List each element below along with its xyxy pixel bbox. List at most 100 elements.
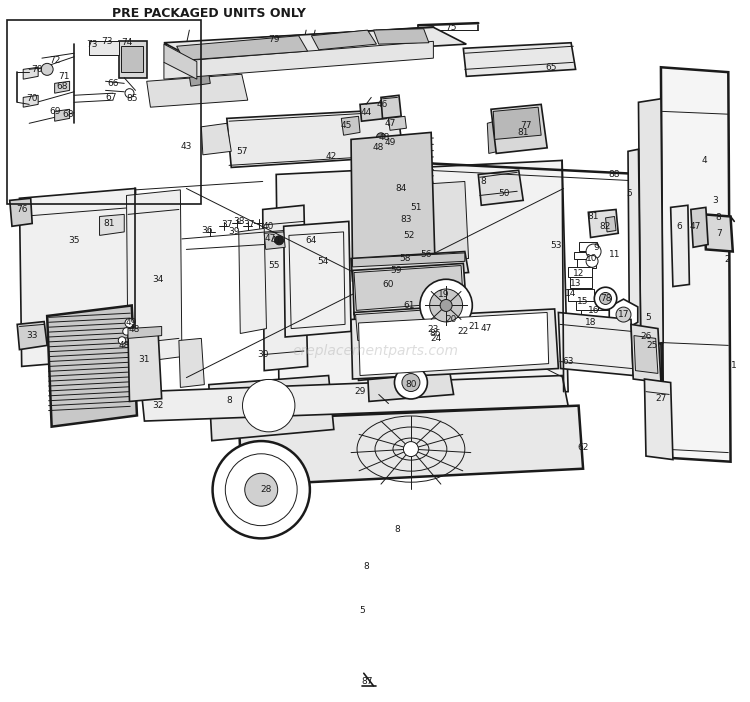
Bar: [7, 20, 201, 204]
Text: 62: 62: [578, 443, 589, 452]
Text: 68: 68: [62, 110, 74, 119]
Text: 55: 55: [268, 261, 280, 270]
Polygon shape: [491, 105, 548, 154]
Polygon shape: [670, 205, 689, 286]
Text: 77: 77: [520, 121, 532, 130]
Text: 45: 45: [340, 121, 352, 130]
Polygon shape: [354, 305, 466, 345]
Text: 76: 76: [16, 205, 28, 214]
Text: 14: 14: [566, 289, 577, 298]
Text: 8: 8: [715, 213, 721, 223]
Circle shape: [244, 473, 278, 506]
Text: 53: 53: [550, 241, 562, 251]
Polygon shape: [691, 207, 708, 247]
Text: 33: 33: [26, 331, 38, 340]
Text: 81: 81: [104, 219, 115, 228]
Polygon shape: [352, 253, 465, 267]
Text: 74: 74: [121, 38, 132, 47]
Text: 52: 52: [403, 231, 414, 240]
Text: 66: 66: [107, 79, 118, 88]
Polygon shape: [388, 117, 406, 131]
Text: 35: 35: [68, 236, 80, 245]
Text: 68: 68: [56, 81, 68, 91]
Polygon shape: [580, 310, 609, 322]
Polygon shape: [55, 110, 70, 121]
Polygon shape: [381, 95, 401, 119]
Polygon shape: [631, 324, 661, 383]
Text: 61: 61: [403, 301, 415, 310]
Polygon shape: [100, 214, 124, 235]
Text: 11: 11: [609, 250, 620, 259]
Polygon shape: [575, 300, 598, 310]
Text: 60: 60: [382, 280, 394, 289]
Text: 56: 56: [420, 250, 432, 259]
Text: 21: 21: [468, 322, 479, 331]
Text: 72: 72: [49, 55, 60, 65]
Text: 1: 1: [731, 361, 737, 369]
Polygon shape: [351, 309, 559, 379]
Circle shape: [440, 300, 452, 312]
Text: 40: 40: [263, 222, 274, 231]
Polygon shape: [354, 265, 464, 310]
Polygon shape: [358, 312, 549, 376]
Polygon shape: [704, 214, 733, 251]
Circle shape: [586, 256, 598, 267]
Text: 48: 48: [128, 326, 140, 334]
Text: 42: 42: [326, 152, 338, 161]
Polygon shape: [578, 242, 597, 251]
Text: 15: 15: [578, 298, 589, 307]
Polygon shape: [238, 228, 266, 333]
Text: 18: 18: [585, 319, 596, 327]
Polygon shape: [356, 307, 464, 340]
Polygon shape: [661, 67, 730, 462]
Text: 39: 39: [229, 227, 240, 237]
Circle shape: [404, 442, 418, 456]
Polygon shape: [89, 41, 119, 55]
Polygon shape: [284, 221, 351, 337]
Circle shape: [118, 337, 126, 344]
Polygon shape: [179, 338, 204, 388]
Circle shape: [616, 307, 631, 322]
Text: 82: 82: [600, 222, 611, 231]
Text: 8: 8: [481, 177, 487, 186]
Text: 37: 37: [244, 220, 255, 230]
Text: 23: 23: [427, 326, 439, 334]
Text: 70: 70: [26, 94, 38, 103]
Text: 16: 16: [588, 306, 599, 315]
Text: 69: 69: [49, 107, 61, 116]
Text: 47: 47: [265, 234, 276, 244]
Text: 31: 31: [139, 355, 150, 364]
Text: 86: 86: [429, 329, 441, 338]
Polygon shape: [644, 379, 673, 460]
Polygon shape: [368, 364, 454, 402]
Text: 47: 47: [690, 222, 701, 231]
Text: 38: 38: [233, 217, 244, 226]
Polygon shape: [17, 322, 47, 350]
Polygon shape: [119, 41, 147, 78]
Text: 48: 48: [378, 133, 390, 142]
Text: 19: 19: [438, 291, 449, 300]
Text: 80: 80: [405, 380, 417, 389]
Polygon shape: [494, 107, 542, 140]
Circle shape: [375, 143, 382, 150]
Circle shape: [586, 244, 601, 259]
Text: 57: 57: [236, 147, 248, 156]
Text: 7: 7: [716, 229, 722, 238]
Text: 88: 88: [609, 170, 620, 179]
Polygon shape: [577, 258, 596, 267]
Text: 85: 85: [126, 94, 137, 103]
Text: 4: 4: [701, 156, 707, 165]
Polygon shape: [351, 251, 469, 281]
Text: 5: 5: [626, 189, 632, 198]
Text: 2: 2: [724, 256, 730, 265]
Circle shape: [402, 373, 420, 392]
Text: 8: 8: [394, 525, 400, 534]
Polygon shape: [164, 44, 196, 79]
Text: 59: 59: [390, 266, 402, 275]
Text: 8: 8: [363, 562, 369, 571]
Text: 73: 73: [101, 37, 112, 46]
Polygon shape: [164, 41, 434, 79]
Text: 41: 41: [271, 236, 282, 245]
Text: 29: 29: [354, 387, 366, 396]
Polygon shape: [264, 232, 285, 249]
